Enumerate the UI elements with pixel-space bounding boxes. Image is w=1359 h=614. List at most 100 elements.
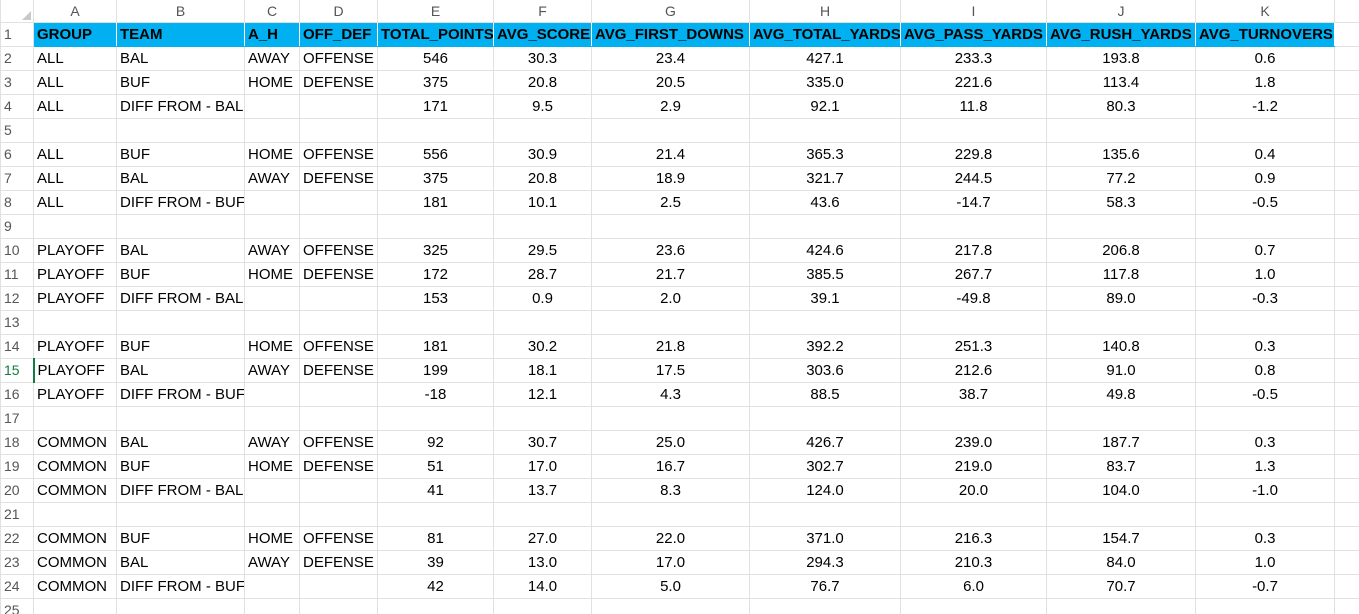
table-cell[interactable] [591, 214, 750, 239]
table-cell[interactable]: 0.3 [1195, 334, 1335, 359]
table-cell[interactable]: DIFF FROM - BAL [116, 94, 245, 119]
table-cell[interactable]: 233.3 [900, 46, 1047, 71]
table-cell[interactable]: 212.6 [900, 358, 1047, 383]
table-cell[interactable] [377, 310, 494, 335]
table-cell[interactable]: 80.3 [1046, 94, 1196, 119]
table-cell[interactable] [1046, 310, 1196, 335]
table-cell[interactable]: ALL [33, 142, 117, 167]
row-number[interactable]: 19 [0, 454, 34, 479]
table-cell[interactable]: COMMON [33, 454, 117, 479]
table-cell[interactable]: 39.1 [749, 286, 901, 311]
table-cell[interactable]: 216.3 [900, 526, 1047, 551]
table-cell[interactable]: 104.0 [1046, 478, 1196, 503]
row-number[interactable]: 12 [0, 286, 34, 311]
table-cell[interactable]: BUF [116, 526, 245, 551]
table-cell[interactable]: 1.0 [1195, 550, 1335, 575]
table-cell[interactable] [33, 118, 117, 143]
table-cell[interactable] [493, 310, 592, 335]
header-cell[interactable]: OFF_DEF [299, 22, 378, 47]
row-number[interactable]: 20 [0, 478, 34, 503]
table-cell[interactable]: 365.3 [749, 142, 901, 167]
column-header-f[interactable]: F [493, 0, 592, 23]
table-cell[interactable]: 427.1 [749, 46, 901, 71]
table-cell[interactable]: 6.0 [900, 574, 1047, 599]
table-cell[interactable]: 39 [377, 550, 494, 575]
table-cell[interactable]: 556 [377, 142, 494, 167]
table-cell[interactable]: 294.3 [749, 550, 901, 575]
table-cell[interactable]: COMMON [33, 574, 117, 599]
table-cell[interactable]: 17.5 [591, 358, 750, 383]
table-cell[interactable] [33, 214, 117, 239]
row-number[interactable]: 22 [0, 526, 34, 551]
empty-cell[interactable] [1334, 238, 1359, 263]
table-cell[interactable]: 171 [377, 94, 494, 119]
table-cell[interactable]: BUF [116, 70, 245, 95]
table-cell[interactable]: 303.6 [749, 358, 901, 383]
empty-cell[interactable] [749, 598, 901, 614]
empty-cell[interactable] [1195, 598, 1335, 614]
table-cell[interactable]: 2.9 [591, 94, 750, 119]
empty-cell[interactable] [1334, 262, 1359, 287]
table-cell[interactable] [33, 406, 117, 431]
table-cell[interactable]: 21.4 [591, 142, 750, 167]
table-cell[interactable]: 124.0 [749, 478, 901, 503]
table-cell[interactable]: PLAYOFF [33, 262, 117, 287]
header-cell[interactable]: AVG_TURNOVERS [1195, 22, 1335, 47]
header-cell[interactable]: AVG_TOTAL_YARDS [749, 22, 901, 47]
empty-cell[interactable] [116, 598, 245, 614]
table-cell[interactable]: 375 [377, 70, 494, 95]
column-header-d[interactable]: D [299, 0, 378, 23]
table-cell[interactable]: DEFENSE [299, 550, 378, 575]
empty-cell[interactable] [1334, 334, 1359, 359]
table-cell[interactable]: 21.8 [591, 334, 750, 359]
table-cell[interactable] [244, 406, 300, 431]
header-cell[interactable]: TOTAL_POINTS [377, 22, 494, 47]
table-cell[interactable]: 1.0 [1195, 262, 1335, 287]
table-cell[interactable]: 0.6 [1195, 46, 1335, 71]
table-cell[interactable] [299, 502, 378, 527]
table-cell[interactable]: -14.7 [900, 190, 1047, 215]
column-header-a[interactable]: A [33, 0, 117, 23]
table-cell[interactable]: HOME [244, 262, 300, 287]
table-cell[interactable]: 91.0 [1046, 358, 1196, 383]
column-header-h[interactable]: H [749, 0, 901, 23]
empty-cell[interactable] [244, 598, 300, 614]
column-header-overflow[interactable] [1334, 0, 1359, 23]
table-cell[interactable] [1046, 214, 1196, 239]
table-cell[interactable] [299, 214, 378, 239]
table-cell[interactable]: HOME [244, 70, 300, 95]
table-cell[interactable]: 17.0 [591, 550, 750, 575]
table-cell[interactable] [244, 574, 300, 599]
row-number[interactable]: 14 [0, 334, 34, 359]
table-cell[interactable]: 9.5 [493, 94, 592, 119]
table-cell[interactable] [244, 94, 300, 119]
empty-cell[interactable] [1334, 190, 1359, 215]
table-cell[interactable]: 30.2 [493, 334, 592, 359]
table-cell[interactable]: -0.5 [1195, 382, 1335, 407]
table-cell[interactable]: OFFENSE [299, 334, 378, 359]
column-header-j[interactable]: J [1046, 0, 1196, 23]
table-cell[interactable]: 8.3 [591, 478, 750, 503]
table-cell[interactable] [377, 406, 494, 431]
table-cell[interactable]: 0.8 [1195, 358, 1335, 383]
table-cell[interactable]: 13.0 [493, 550, 592, 575]
table-cell[interactable] [299, 310, 378, 335]
empty-cell[interactable] [1334, 574, 1359, 599]
table-cell[interactable] [299, 118, 378, 143]
table-cell[interactable]: 251.3 [900, 334, 1047, 359]
table-cell[interactable]: 371.0 [749, 526, 901, 551]
table-cell[interactable]: 140.8 [1046, 334, 1196, 359]
row-number[interactable]: 7 [0, 166, 34, 191]
table-cell[interactable]: 92 [377, 430, 494, 455]
header-cell[interactable]: AVG_PASS_YARDS [900, 22, 1047, 47]
table-cell[interactable]: COMMON [33, 550, 117, 575]
table-cell[interactable]: ALL [33, 70, 117, 95]
column-header-k[interactable]: K [1195, 0, 1335, 23]
table-cell[interactable]: 0.9 [493, 286, 592, 311]
table-cell[interactable]: 89.0 [1046, 286, 1196, 311]
table-cell[interactable]: BAL [116, 550, 245, 575]
row-number[interactable]: 3 [0, 70, 34, 95]
table-cell[interactable]: ALL [33, 190, 117, 215]
table-cell[interactable]: BUF [116, 454, 245, 479]
table-cell[interactable]: 14.0 [493, 574, 592, 599]
